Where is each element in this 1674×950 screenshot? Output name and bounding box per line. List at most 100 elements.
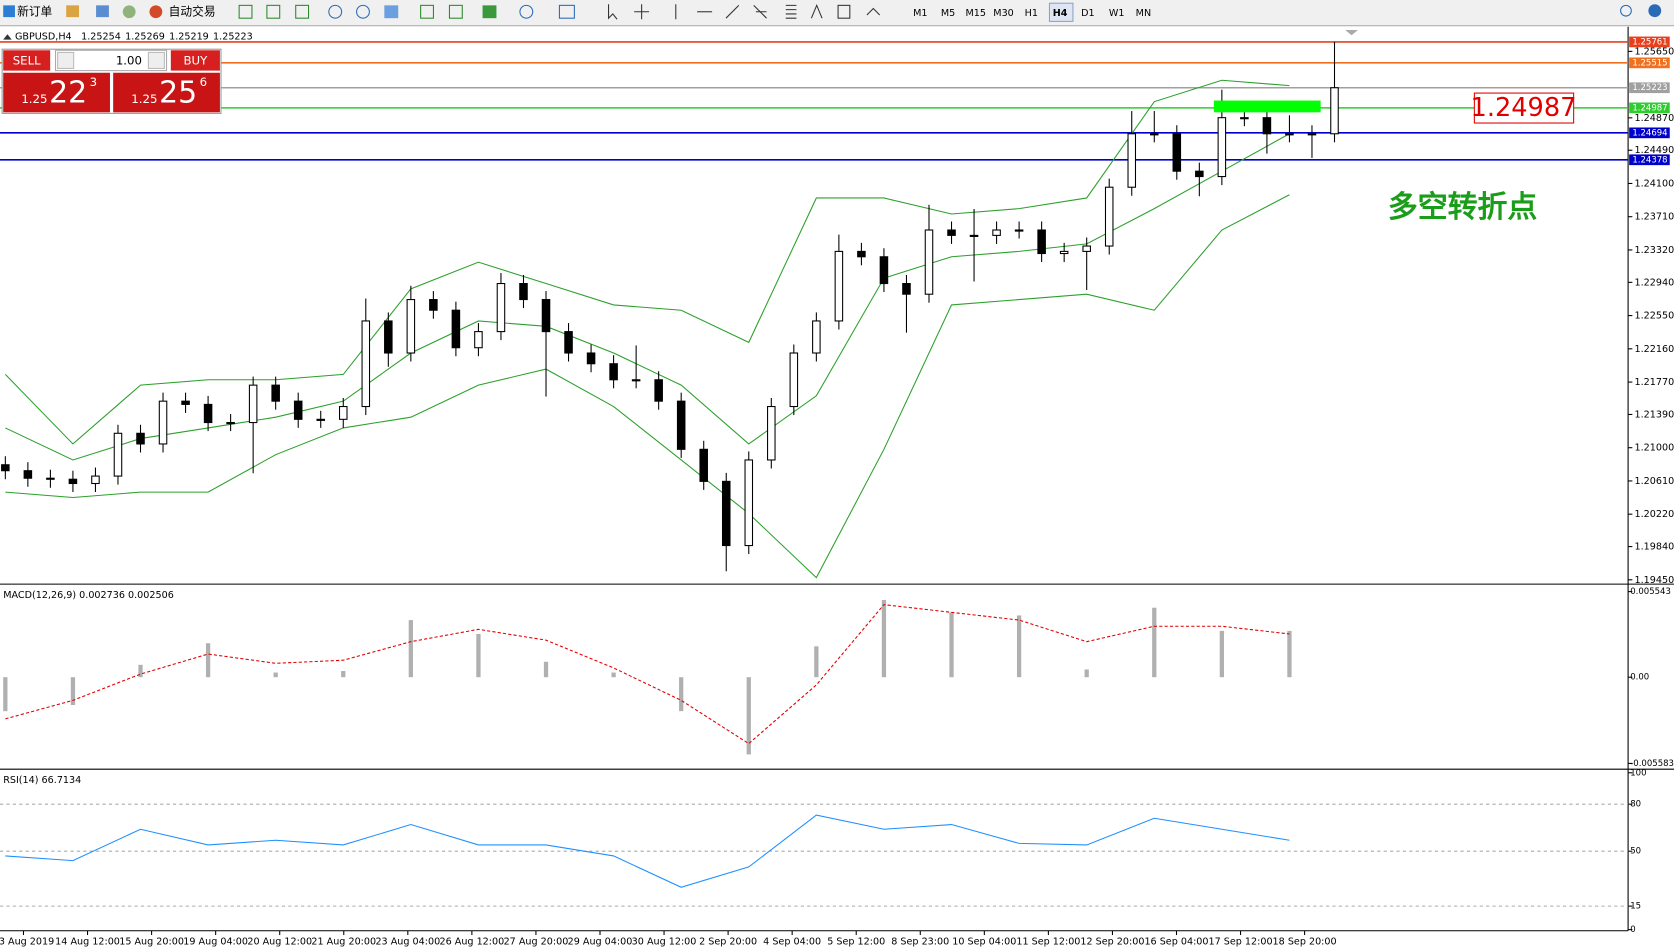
auto-trading-icon[interactable] (149, 5, 163, 19)
candle-body (519, 283, 528, 301)
lots[interactable]: 1.00 (116, 53, 142, 67)
toolbar-icon[interactable] (266, 4, 281, 19)
lots-down[interactable] (57, 51, 75, 70)
sell-button[interactable] (3, 50, 51, 71)
candle-body (316, 418, 326, 421)
timeframe[interactable]: M15 (966, 8, 987, 19)
y-tick-label: 1.19840 (1634, 542, 1674, 553)
candle-body (1150, 133, 1159, 136)
zoom-in[interactable] (328, 4, 343, 19)
toolbar-icon[interactable] (238, 4, 253, 19)
candle-body (23, 470, 33, 479)
ask-box[interactable] (113, 72, 220, 113)
toolbar-icon[interactable] (122, 5, 136, 19)
timeframe[interactable]: W1 (1109, 8, 1125, 19)
auto-trading[interactable]: 自动交易 (169, 4, 216, 18)
timeframe[interactable]: H4 (1053, 8, 1068, 19)
candle-body (947, 229, 956, 236)
arrows-tool[interactable] (866, 7, 881, 16)
toolbar-icon[interactable] (384, 5, 399, 19)
cursor-tool[interactable] (607, 4, 618, 20)
toolbar-icon[interactable] (66, 5, 80, 18)
level-label: 1.25761 (1632, 37, 1667, 47)
periods[interactable] (519, 4, 534, 19)
sell-label[interactable]: SELL (13, 53, 41, 67)
x-tick-label: 20 Aug 12:00 (247, 936, 312, 947)
timeframe[interactable]: M5 (941, 8, 955, 19)
active-timeframe (1048, 2, 1074, 22)
candle-body (68, 478, 78, 485)
buy-button[interactable] (170, 50, 220, 71)
toolbar-icon[interactable] (295, 4, 310, 19)
candle-body (541, 299, 551, 333)
label-tool[interactable] (837, 4, 851, 19)
indicators[interactable] (482, 5, 497, 19)
y-tick-label: 50 (1630, 847, 1641, 857)
chart-quote: 1.25254 1.25269 1.25219 1.25223 (81, 31, 253, 42)
toolbar-icon[interactable] (420, 4, 434, 19)
y-tick-label: 80 (1630, 800, 1641, 810)
fibo-tool[interactable] (785, 4, 797, 19)
candle-body (609, 363, 618, 381)
candle-body (1, 464, 10, 472)
bid-main[interactable]: 22 (49, 76, 87, 111)
timeframe[interactable]: D1 (1081, 8, 1095, 19)
crosshair-tool[interactable] (634, 4, 650, 20)
y-tick-label: 1.20220 (1634, 509, 1674, 520)
band-upper (4, 79, 1290, 445)
trendline-tool[interactable] (725, 4, 740, 19)
candle-body (203, 403, 213, 424)
plots: 1.256501.248701.244901.241001.237101.233… (0, 36, 1674, 947)
candle-body (699, 448, 708, 482)
trade-panel: SELL 1.00 BUY 1.25 22 3 1.25 25 6 (1, 48, 222, 114)
macd-bar (1219, 630, 1224, 678)
candle-body (969, 234, 979, 237)
y-tick-label: 0 (1630, 925, 1635, 935)
timeframe[interactable]: H1 (1025, 8, 1038, 19)
candle-body (1262, 117, 1272, 135)
timeframe[interactable]: MN (1136, 8, 1151, 19)
lots-up[interactable] (147, 51, 165, 70)
text-tool[interactable] (810, 3, 823, 19)
macd-bar (1152, 607, 1157, 678)
candle-body (1217, 117, 1227, 178)
community[interactable] (1648, 4, 1662, 18)
toolbar-icon[interactable] (448, 4, 463, 19)
x-tick-label: 18 Sep 20:00 (1273, 936, 1337, 947)
new-order[interactable]: 新订单 (17, 4, 52, 18)
x-tick-label: 19 Aug 04:00 (183, 936, 248, 947)
search[interactable] (1620, 4, 1632, 17)
timeframe[interactable]: M1 (913, 8, 927, 19)
macd-bar (341, 671, 346, 678)
candle-body (767, 405, 776, 461)
ask-main[interactable]: 25 (159, 76, 197, 111)
y-tick-label: 1.21000 (1634, 443, 1674, 454)
rsi-line (5, 814, 1290, 888)
panel-title: MACD(12,26,9) 0.002736 0.002506 (3, 590, 174, 601)
candle-body (1014, 229, 1024, 232)
y-tick-label: 1.25650 (1634, 46, 1674, 57)
candle-body (91, 475, 100, 485)
buy-label[interactable]: BUY (183, 53, 208, 67)
band-lower (5, 194, 1290, 579)
candle-body (834, 250, 844, 322)
candle-body (1330, 87, 1339, 135)
bid-box[interactable] (3, 72, 110, 113)
lots-input[interactable] (54, 49, 168, 72)
x-tick-label: 29 Aug 04:00 (568, 936, 633, 947)
bid-small[interactable]: 3 (90, 75, 97, 89)
y-tick-label: 1.24100 (1634, 178, 1674, 189)
new-order-icon[interactable] (3, 5, 15, 18)
toolbar-icon[interactable] (96, 5, 109, 18)
bid-big[interactable]: 1.25 (21, 92, 47, 106)
channel-tool[interactable] (753, 4, 767, 19)
ask-big[interactable]: 1.25 (131, 92, 157, 106)
templates[interactable] (558, 4, 575, 19)
candle-body (384, 320, 393, 354)
zoom-out[interactable] (356, 4, 370, 19)
timeframe[interactable]: M30 (993, 8, 1014, 19)
ask-small[interactable]: 6 (200, 75, 207, 89)
candle-body (1127, 133, 1137, 188)
y-tick-label: 0.005543 (1630, 587, 1671, 597)
y-tick-label: 15 (1630, 902, 1641, 912)
